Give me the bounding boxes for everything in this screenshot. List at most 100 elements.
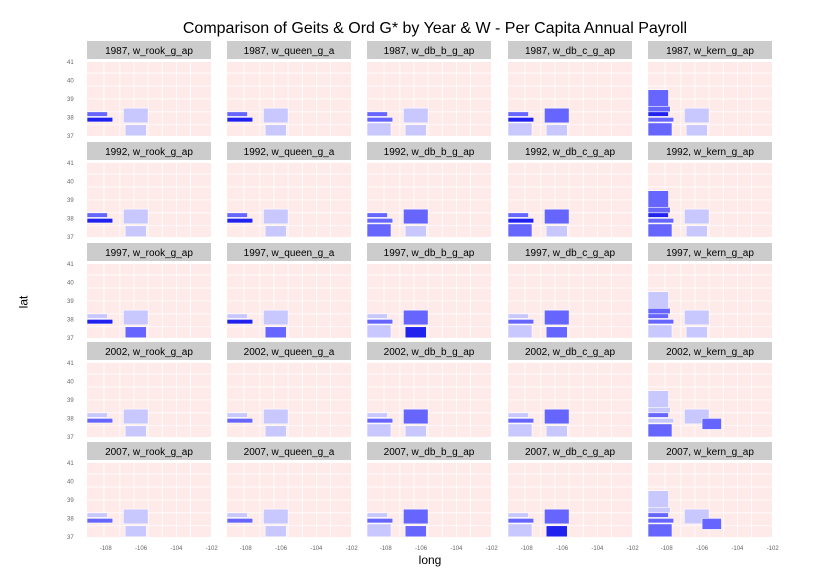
county-cell <box>507 418 535 424</box>
county-cell <box>263 208 289 225</box>
county-cell <box>403 208 429 225</box>
county-cell <box>264 124 287 137</box>
county-cell <box>507 218 535 224</box>
county-cell <box>86 111 108 117</box>
facet-strip-label: 1997, w_db_c_g_ap <box>525 248 616 259</box>
county-cell <box>226 518 254 524</box>
county-cell <box>647 206 671 214</box>
facet-strip <box>508 41 632 59</box>
facet-strip <box>648 342 772 360</box>
x-tick-label: -102 <box>206 546 219 552</box>
facet-strip-label: 1997, w_queen_g_a <box>244 248 335 259</box>
county-cell <box>86 319 114 325</box>
x-tick-label: -106 <box>556 546 569 552</box>
facet-panel: 1997, w_db_c_g_ap <box>507 243 632 339</box>
facet-panel: 1997, w_rook_g_ap 41 40 39 38 37 <box>67 243 211 342</box>
facet-strip <box>367 41 491 59</box>
county-cell <box>647 490 669 508</box>
facet-strip <box>367 342 491 360</box>
county-cell <box>124 225 147 238</box>
county-cell <box>366 518 394 524</box>
y-tick-label: 40 <box>67 379 74 385</box>
facet-strip-label: 2002, w_db_b_g_ap <box>384 347 475 358</box>
county-cell <box>226 218 254 224</box>
county-cell <box>544 508 570 525</box>
county-cell <box>647 523 673 538</box>
y-tick-label: 41 <box>67 361 74 367</box>
facet-panel: 1992, w_rook_g_ap 41 40 39 38 37 <box>67 142 211 241</box>
y-tick-label: 40 <box>67 78 74 84</box>
y-tick-label: 40 <box>67 280 74 286</box>
y-tick-label: 38 <box>67 516 74 522</box>
county-cell <box>507 324 533 339</box>
facet-strip-label: 1987, w_queen_g_a <box>244 46 335 57</box>
facet-strip-label: 2002, w_queen_g_a <box>244 347 335 358</box>
facet-strip <box>508 142 632 160</box>
x-tick-label: -102 <box>486 546 499 552</box>
county-cell <box>647 105 671 113</box>
facet-strip <box>227 442 351 460</box>
facet-strip-label: 1992, w_queen_g_a <box>244 147 335 158</box>
county-cell <box>544 208 570 225</box>
facet-strip <box>227 142 351 160</box>
county-cell <box>366 313 388 319</box>
county-cell <box>226 319 254 325</box>
county-cell <box>366 418 394 424</box>
county-cell <box>685 124 708 137</box>
facet-panel: 2002, w_db_b_g_ap <box>366 342 491 438</box>
county-cell <box>366 412 388 418</box>
county-cell <box>544 309 570 326</box>
facet-panel: 2002, w_db_c_g_ap <box>507 342 632 438</box>
x-tick-label: -106 <box>696 546 709 552</box>
x-tick-label: -102 <box>767 546 780 552</box>
county-cell <box>507 313 529 319</box>
county-cell <box>366 523 392 538</box>
county-cell <box>403 408 429 425</box>
y-tick-label: 41 <box>67 60 74 66</box>
county-cell <box>264 425 287 438</box>
county-cell <box>264 525 287 538</box>
facet-strip <box>87 342 211 360</box>
county-cell <box>86 512 108 518</box>
county-cell <box>86 412 108 418</box>
county-cell <box>403 107 429 124</box>
y-tick-label: 40 <box>67 179 74 185</box>
county-cell <box>647 313 669 319</box>
county-cell <box>226 117 254 123</box>
y-tick-label: 41 <box>67 262 74 268</box>
county-cell <box>226 512 248 518</box>
facet-panel: 2007, w_kern_g_ap -108 -106 -104 -102 <box>647 442 780 552</box>
facet-panel: 1992, w_db_c_g_ap <box>507 142 632 238</box>
facet-strip-label: 2007, w_queen_g_a <box>244 447 335 458</box>
county-cell <box>507 512 529 518</box>
x-axis-label: long <box>418 553 442 567</box>
y-tick-label: 37 <box>67 336 74 342</box>
county-cell <box>647 291 669 309</box>
x-tick-label: -108 <box>380 546 393 552</box>
county-cell <box>366 423 392 438</box>
county-cell <box>647 406 671 414</box>
county-cell <box>123 408 149 425</box>
facet-strip <box>648 142 772 160</box>
county-cell <box>404 326 427 339</box>
facet-panel: 1997, w_db_b_g_ap <box>366 243 491 339</box>
facet-panel: 1992, w_queen_g_a <box>226 142 351 238</box>
county-cell <box>226 111 248 117</box>
facet-strip <box>87 243 211 261</box>
x-tick-label: -104 <box>731 546 744 552</box>
y-tick-label: 39 <box>67 498 74 504</box>
county-cell <box>226 418 254 424</box>
facet-strip-label: 2002, w_db_c_g_ap <box>525 347 616 358</box>
county-cell <box>545 425 568 438</box>
facet-strip-label: 1997, w_rook_g_ap <box>105 248 193 259</box>
y-tick-label: 38 <box>67 115 74 121</box>
county-cell <box>366 319 394 325</box>
county-cell <box>366 212 388 218</box>
county-cell <box>684 208 710 225</box>
county-cell <box>86 218 114 224</box>
facet-strip <box>367 442 491 460</box>
facet-strip <box>87 41 211 59</box>
x-tick-label: -106 <box>275 546 288 552</box>
county-cell <box>647 89 669 107</box>
y-tick-label: 39 <box>67 299 74 305</box>
